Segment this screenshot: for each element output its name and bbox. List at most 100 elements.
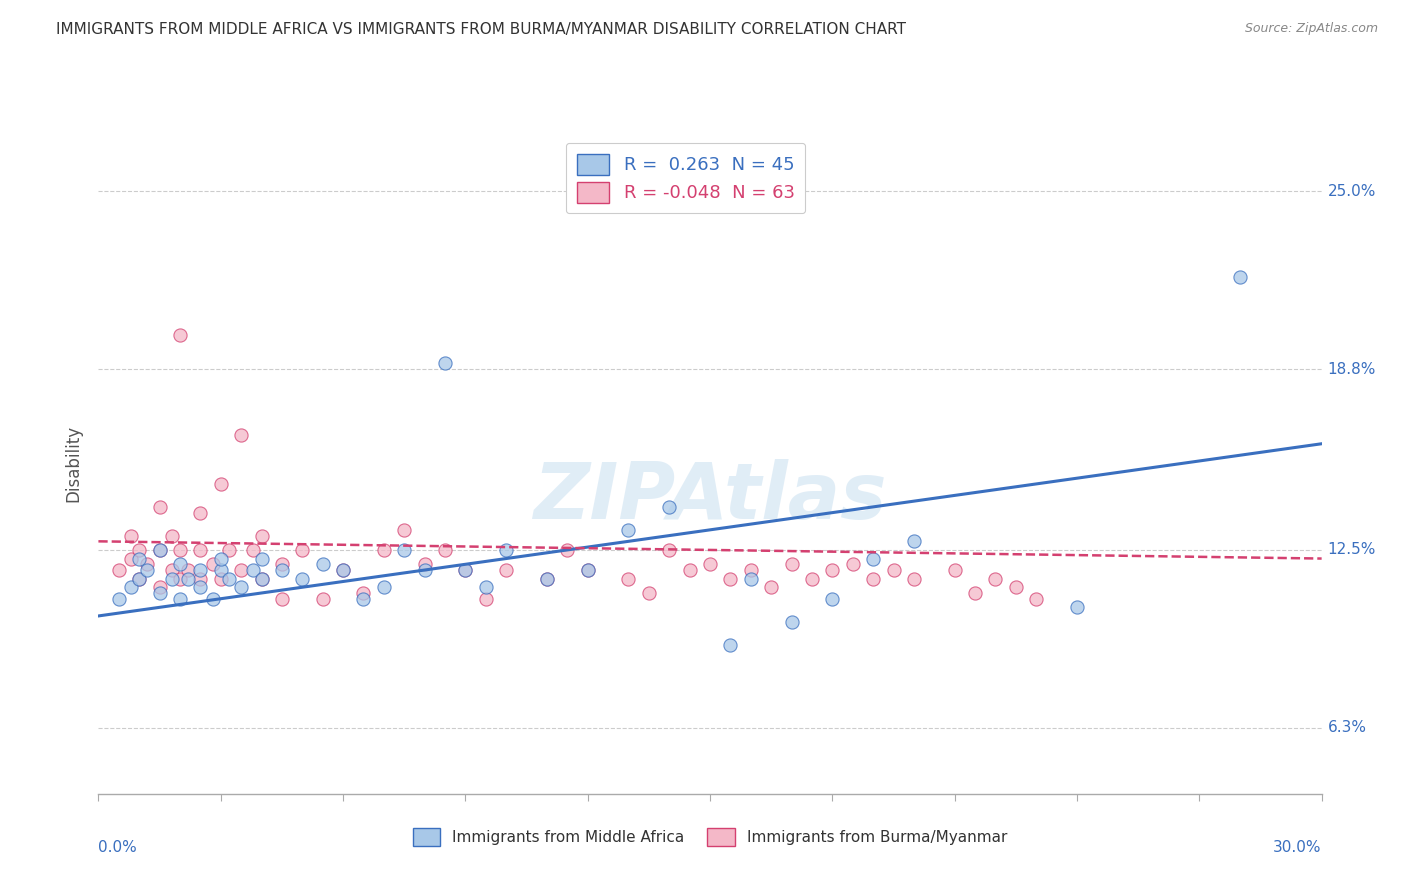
Point	[352, 586, 374, 600]
Point	[209, 477, 232, 491]
Point	[780, 615, 803, 629]
Text: 6.3%: 6.3%	[1327, 721, 1367, 735]
Point	[201, 558, 224, 572]
Point	[128, 543, 150, 558]
Point	[188, 572, 212, 586]
Point	[128, 572, 150, 586]
Point	[250, 572, 273, 586]
Text: 12.5%: 12.5%	[1327, 542, 1376, 558]
Point	[761, 580, 783, 594]
Point	[136, 558, 159, 572]
Point	[160, 563, 183, 577]
Point	[1066, 600, 1088, 615]
Point	[576, 563, 599, 577]
Point	[821, 591, 844, 606]
Text: 18.8%: 18.8%	[1327, 361, 1376, 376]
Point	[617, 523, 640, 537]
Point	[434, 356, 457, 370]
Point	[188, 543, 212, 558]
Point	[291, 543, 314, 558]
Point	[242, 543, 264, 558]
Point	[1229, 270, 1251, 285]
Point	[434, 543, 457, 558]
Point	[740, 572, 762, 586]
Point	[536, 572, 558, 586]
Point	[169, 543, 191, 558]
Point	[658, 543, 681, 558]
Point	[128, 572, 150, 586]
Point	[780, 558, 803, 572]
Point	[149, 500, 172, 514]
Point	[474, 591, 498, 606]
Point	[454, 563, 477, 577]
Point	[209, 551, 232, 566]
Point	[943, 563, 966, 577]
Point	[188, 563, 212, 577]
Point	[160, 572, 183, 586]
Text: ZIPAtlas: ZIPAtlas	[533, 458, 887, 535]
Point	[231, 428, 253, 442]
Point	[201, 591, 224, 606]
Point	[740, 563, 762, 577]
Point	[617, 572, 640, 586]
Point	[474, 580, 498, 594]
Point	[231, 580, 253, 594]
Point	[392, 523, 416, 537]
Point	[637, 586, 661, 600]
Point	[454, 563, 477, 577]
Point	[270, 591, 294, 606]
Text: IMMIGRANTS FROM MIDDLE AFRICA VS IMMIGRANTS FROM BURMA/MYANMAR DISABILITY CORREL: IMMIGRANTS FROM MIDDLE AFRICA VS IMMIGRA…	[56, 22, 907, 37]
Point	[149, 543, 172, 558]
Point	[120, 528, 142, 542]
Point	[231, 563, 253, 577]
Point	[1025, 591, 1047, 606]
Point	[188, 506, 212, 520]
Point	[699, 558, 721, 572]
Point	[312, 591, 335, 606]
Y-axis label: Disability: Disability	[65, 425, 83, 502]
Point	[821, 563, 844, 577]
Point	[250, 528, 273, 542]
Point	[576, 563, 599, 577]
Point	[903, 572, 925, 586]
Point	[169, 591, 191, 606]
Point	[718, 572, 742, 586]
Point	[188, 580, 212, 594]
Point	[332, 563, 354, 577]
Point	[883, 563, 905, 577]
Point	[169, 572, 191, 586]
Point	[136, 563, 159, 577]
Point	[903, 534, 925, 549]
Point	[149, 580, 172, 594]
Point	[177, 563, 200, 577]
Point	[536, 572, 558, 586]
Point	[1004, 580, 1026, 594]
Point	[862, 572, 884, 586]
Point	[555, 543, 579, 558]
Point	[801, 572, 824, 586]
Point	[965, 586, 987, 600]
Point	[218, 543, 240, 558]
Point	[218, 572, 240, 586]
Point	[495, 563, 517, 577]
Point	[413, 563, 436, 577]
Point	[242, 563, 264, 577]
Point	[120, 580, 142, 594]
Point	[332, 563, 354, 577]
Point	[312, 558, 335, 572]
Point	[169, 327, 191, 342]
Point	[250, 572, 273, 586]
Point	[108, 591, 131, 606]
Point	[841, 558, 863, 572]
Point	[250, 551, 273, 566]
Point	[291, 572, 314, 586]
Point	[413, 558, 436, 572]
Point	[209, 572, 232, 586]
Point	[128, 551, 150, 566]
Legend: Immigrants from Middle Africa, Immigrants from Burma/Myanmar: Immigrants from Middle Africa, Immigrant…	[406, 822, 1014, 852]
Point	[108, 563, 131, 577]
Point	[169, 558, 191, 572]
Point	[658, 500, 681, 514]
Point	[270, 558, 294, 572]
Point	[984, 572, 1007, 586]
